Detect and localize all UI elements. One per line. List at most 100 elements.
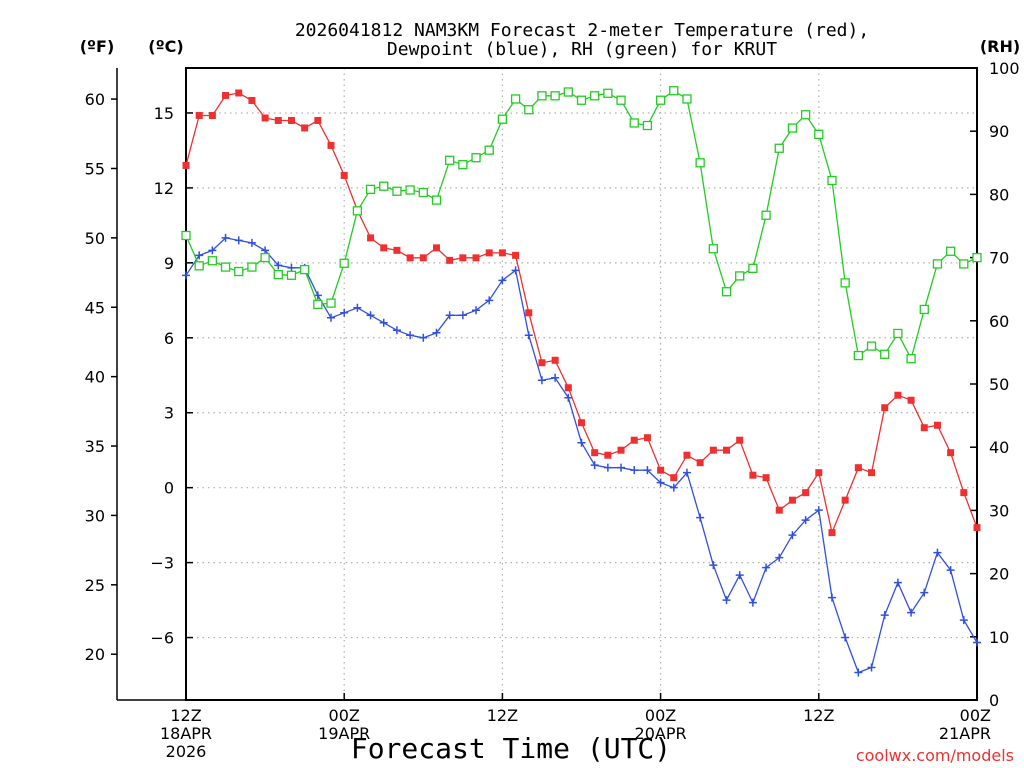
data-point: [379, 181, 389, 191]
fahrenheit-tick-label: 30: [85, 506, 105, 525]
data-point: [208, 246, 217, 255]
rh-tick-label: 20: [989, 565, 1009, 584]
fahrenheit-tick-label: 60: [85, 90, 105, 109]
data-point: [406, 254, 414, 262]
x-tick-label: 18APR: [160, 724, 212, 743]
data-point: [880, 611, 889, 620]
data-point: [235, 89, 243, 97]
data-point: [458, 160, 468, 170]
data-point: [959, 259, 969, 269]
data-point: [841, 496, 849, 504]
data-point: [814, 129, 824, 140]
x-tick-label: 00Z: [329, 706, 360, 725]
data-point: [182, 161, 190, 169]
data-point: [326, 298, 336, 308]
series-line: [185, 237, 978, 674]
data-point: [827, 175, 837, 186]
rh-tick-label: 40: [989, 438, 1009, 457]
chart-title-line2: Dewpoint (blue), RH (green) for KRUT: [387, 39, 777, 60]
fahrenheit-tick-label: 25: [85, 576, 105, 595]
data-point: [576, 95, 587, 105]
rh-tick-label: 30: [989, 501, 1009, 520]
data-point: [972, 252, 982, 263]
data-point: [220, 262, 231, 272]
data-point: [880, 349, 890, 359]
data-point: [603, 88, 613, 98]
data-point: [788, 496, 796, 504]
data-point: [932, 259, 943, 269]
data-point: [471, 153, 481, 163]
data-point: [182, 271, 190, 280]
x-tick-label: 00Z: [960, 706, 991, 725]
data-point: [327, 313, 336, 322]
data-point: [194, 261, 204, 271]
data-point: [841, 633, 850, 642]
data-point: [458, 311, 467, 320]
credit-text: coolwx.com/models: [856, 746, 1014, 765]
data-point: [379, 318, 388, 327]
data-point: [881, 404, 889, 412]
data-point: [563, 87, 573, 97]
data-point: [866, 341, 877, 351]
data-point: [221, 233, 230, 242]
data-point: [695, 158, 705, 168]
celsius-tick-label: 9: [164, 254, 174, 273]
data-point: [617, 463, 626, 472]
fahrenheit-tick-label: 45: [85, 298, 105, 317]
data-point: [840, 278, 850, 288]
x-tick-label: 19APR: [318, 724, 370, 743]
data-point: [313, 299, 323, 310]
data-point: [642, 120, 653, 131]
rh-axis-label: (RH): [980, 37, 1020, 56]
data-point: [445, 155, 455, 165]
data-point: [577, 438, 586, 447]
data-point: [327, 141, 335, 149]
data-point: [682, 468, 691, 477]
data-point: [709, 561, 718, 570]
data-point: [525, 309, 533, 317]
data-point: [893, 328, 903, 339]
data-point: [248, 96, 256, 104]
data-point: [762, 474, 770, 482]
celsius-tick-label: −6: [150, 629, 174, 648]
data-point: [919, 304, 929, 315]
data-point: [551, 356, 559, 364]
data-point: [853, 350, 863, 361]
data-point: [301, 124, 309, 132]
data-point: [657, 466, 665, 474]
data-point: [537, 376, 546, 385]
data-point: [393, 246, 401, 254]
data-point: [868, 469, 876, 477]
data-point: [854, 668, 863, 677]
data-point: [511, 266, 520, 275]
data-point: [643, 434, 651, 442]
data-point: [339, 258, 349, 268]
data-point: [485, 296, 494, 305]
rh-tick-label: 70: [989, 249, 1009, 268]
x-axis-title: Forecast Time (UTC): [351, 732, 671, 765]
data-point: [419, 333, 428, 342]
x-tick-label: 21APR: [939, 724, 991, 743]
celsius-tick-label: 3: [164, 404, 174, 423]
data-point: [485, 249, 493, 257]
data-point: [431, 195, 442, 205]
data-point: [709, 446, 717, 454]
data-point: [604, 451, 612, 459]
data-point: [314, 116, 322, 124]
rh-tick-label: 100: [989, 59, 1020, 78]
data-point: [366, 311, 375, 320]
data-point: [894, 391, 902, 399]
data-point: [418, 187, 428, 198]
data-point: [736, 436, 744, 444]
data-point: [195, 251, 204, 260]
celsius-tick-label: 6: [164, 329, 174, 348]
data-point: [973, 638, 981, 647]
rh-tick-label: 90: [989, 122, 1009, 141]
fahrenheit-tick-label: 50: [85, 229, 105, 248]
grid-lines: [186, 68, 977, 700]
data-point: [286, 270, 297, 280]
data-point: [867, 663, 876, 672]
series-temperature: [182, 89, 981, 537]
data-point: [933, 421, 941, 429]
data-point: [274, 261, 283, 270]
